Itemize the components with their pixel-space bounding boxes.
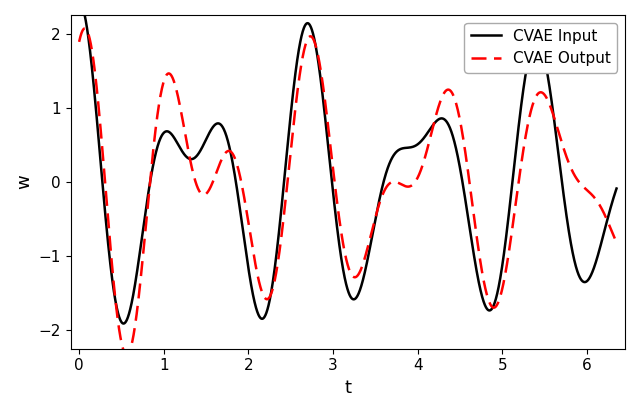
Legend: CVAE Input, CVAE Output: CVAE Input, CVAE Output bbox=[465, 23, 618, 73]
Line: CVAE Output: CVAE Output bbox=[79, 28, 616, 355]
CVAE Output bbox=[169, 75, 177, 80]
X-axis label: t: t bbox=[344, 379, 351, 397]
CVAE Output bbox=[545, 99, 552, 104]
CVAE Input bbox=[137, 245, 145, 250]
CVAE Output bbox=[305, 35, 313, 40]
CVAE Input bbox=[168, 133, 176, 138]
CVAE Input bbox=[305, 21, 312, 26]
Y-axis label: w: w bbox=[15, 175, 33, 189]
CVAE Output bbox=[137, 276, 145, 281]
CVAE Input bbox=[545, 77, 552, 82]
CVAE Input bbox=[612, 186, 620, 191]
CVAE Input bbox=[282, 166, 289, 171]
CVAE Input bbox=[602, 222, 610, 227]
CVAE Input bbox=[76, 0, 83, 4]
CVAE Input bbox=[120, 321, 127, 326]
CVAE Output bbox=[282, 198, 289, 203]
CVAE Output bbox=[123, 353, 131, 358]
CVAE Output bbox=[602, 216, 610, 221]
Line: CVAE Input: CVAE Input bbox=[79, 1, 616, 323]
CVAE Output bbox=[81, 26, 89, 31]
CVAE Output bbox=[76, 40, 83, 44]
CVAE Output bbox=[612, 240, 620, 245]
